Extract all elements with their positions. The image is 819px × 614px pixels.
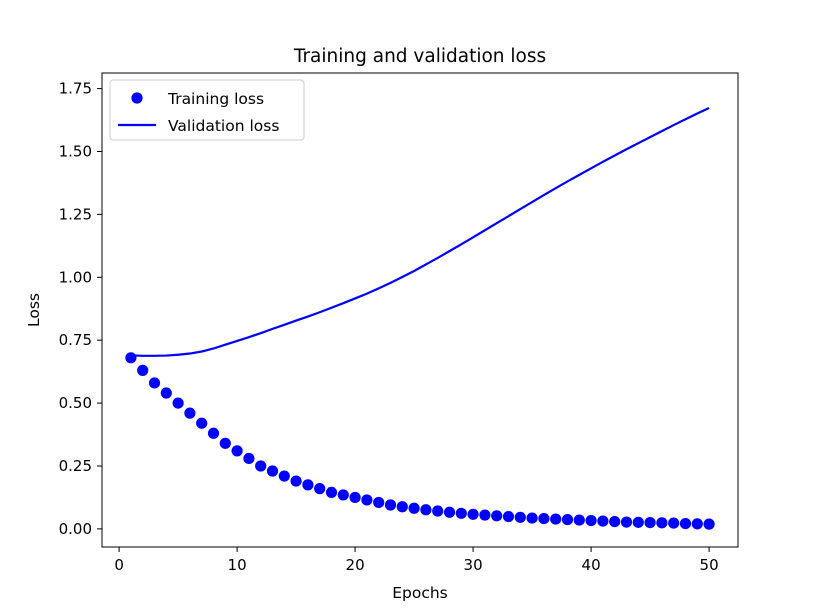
y-tick-label: 1.00 <box>59 268 92 286</box>
x-tick-label: 30 <box>464 556 483 574</box>
training-loss-point <box>243 452 255 465</box>
training-loss-point <box>420 504 432 516</box>
y-tick-label: 1.25 <box>59 205 92 223</box>
y-tick-label: 0.75 <box>59 331 92 349</box>
training-loss-point <box>432 505 444 517</box>
training-loss-point <box>455 507 467 519</box>
x-tick-label: 50 <box>700 556 719 574</box>
training-loss-point <box>526 512 538 524</box>
y-tick-label: 0.50 <box>59 394 92 412</box>
training-loss-point <box>325 486 338 498</box>
x-tick-label: 10 <box>228 556 247 574</box>
y-tick-label: 0.00 <box>59 520 92 538</box>
training-loss-point <box>620 516 633 528</box>
training-loss-point <box>314 483 326 495</box>
training-loss-point <box>231 445 243 457</box>
training-loss-point <box>160 387 172 399</box>
training-loss-point <box>266 465 279 477</box>
y-tick-label: 0.25 <box>59 457 92 475</box>
series-group <box>125 106 715 530</box>
training-loss-point <box>656 517 668 529</box>
training-loss-point <box>514 511 526 523</box>
training-loss-point <box>679 518 692 530</box>
training-loss-point <box>373 496 385 509</box>
training-loss-point <box>467 508 479 520</box>
x-axis-label: Epochs <box>392 584 448 602</box>
training-loss-point <box>573 514 585 526</box>
axes-frame <box>101 72 739 548</box>
training-loss-point <box>632 516 644 528</box>
legend-validation-label: Validation loss <box>168 117 279 135</box>
training-loss-point <box>491 510 503 522</box>
training-loss-point <box>349 491 361 504</box>
y-axis-label: Loss <box>25 293 43 327</box>
training-loss-point <box>609 515 621 528</box>
x-tick-label: 0 <box>114 556 124 574</box>
training-loss-point <box>597 515 609 527</box>
training-loss-point <box>290 475 302 487</box>
training-loss-point <box>196 417 208 429</box>
legend-frame <box>109 79 305 141</box>
training-loss-point <box>172 397 184 409</box>
training-loss-point <box>396 501 408 513</box>
training-loss-point <box>538 512 550 525</box>
training-loss-point <box>408 502 420 514</box>
training-loss-point <box>443 506 456 518</box>
training-loss-point <box>184 407 196 419</box>
training-loss-point <box>384 499 397 511</box>
plot-area <box>102 73 738 547</box>
plot-background <box>102 73 738 547</box>
y-tick-label: 1.75 <box>59 80 92 98</box>
validation-loss-line <box>130 106 710 357</box>
legend-training-label: Training loss <box>167 90 264 108</box>
training-loss-point <box>219 437 231 449</box>
y-tick-label: 1.50 <box>59 142 92 160</box>
training-loss-point <box>361 494 373 506</box>
training-loss-point <box>550 513 562 525</box>
training-loss-point <box>561 513 574 526</box>
training-loss-point <box>278 470 290 482</box>
training-loss-point <box>337 489 349 501</box>
chart-title: Training and validation loss <box>293 46 546 67</box>
training-loss-point <box>207 427 220 439</box>
training-loss-point <box>585 514 597 527</box>
training-loss-point <box>479 509 491 521</box>
training-loss-point <box>668 517 680 529</box>
training-loss-point <box>644 517 656 529</box>
training-loss-point <box>255 460 267 472</box>
training-loss-point <box>125 352 137 364</box>
training-loss-point <box>691 518 703 530</box>
legend-training-marker <box>131 92 143 104</box>
legend: Training loss Validation loss <box>109 79 305 141</box>
x-tick-label: 40 <box>582 556 601 574</box>
training-loss-point <box>148 377 161 389</box>
x-tick-label: 20 <box>346 556 365 574</box>
training-loss-point <box>137 364 149 376</box>
training-loss-point <box>502 510 515 523</box>
training-loss-point <box>703 518 715 530</box>
axes: 0 10 20 30 40 50 0.00 0.25 0.50 0.75 1.00 1.25 1.50 1… <box>59 72 739 574</box>
training-loss-point <box>302 479 314 491</box>
